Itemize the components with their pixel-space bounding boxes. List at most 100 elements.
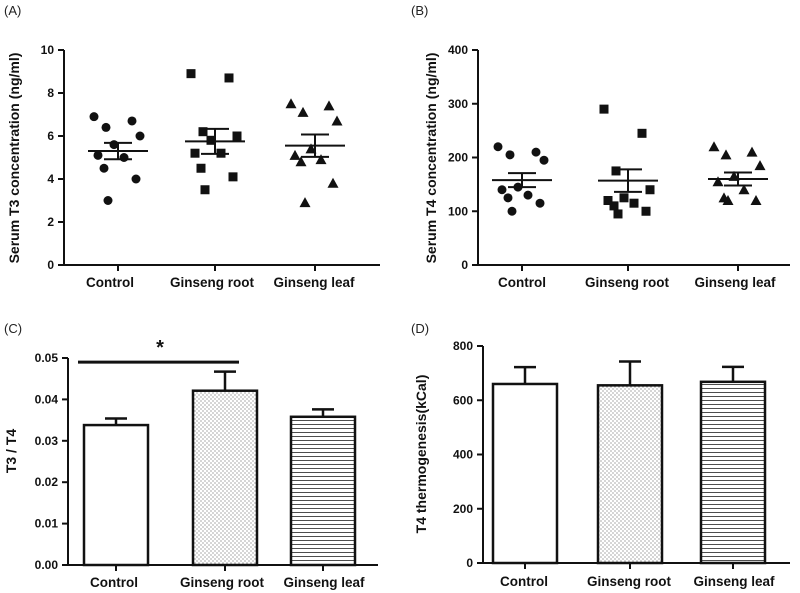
panel-b-category-label: Control bbox=[498, 275, 546, 290]
data-point-circle bbox=[539, 155, 549, 165]
panel-c-bars bbox=[82, 370, 357, 567]
panel-d-tick-label: 600 bbox=[453, 393, 473, 407]
significance-star: * bbox=[156, 337, 164, 359]
data-point-square bbox=[641, 206, 651, 216]
panel-b-y-axis-title: Serum T4 concentration (ng/ml) bbox=[423, 53, 439, 264]
data-point-triangle bbox=[720, 149, 732, 160]
panel-a-category-label: Ginseng leaf bbox=[273, 275, 355, 290]
data-point-square bbox=[613, 209, 623, 219]
panel-a-data-points bbox=[88, 69, 345, 208]
panel-d-y-axis-title: T4 thermogenesis(kCal) bbox=[413, 375, 429, 534]
panel-d-bars bbox=[491, 360, 767, 565]
data-point-triangle bbox=[285, 98, 297, 109]
data-point-circle bbox=[493, 142, 503, 152]
data-point-triangle bbox=[746, 146, 758, 157]
panel-b-data-points bbox=[492, 104, 768, 219]
panel-a-category-label: Ginseng root bbox=[170, 275, 255, 290]
data-point-square bbox=[619, 193, 629, 203]
panel-d-x-axis: Control Ginseng root Ginseng leaf bbox=[483, 562, 790, 589]
panel-c-y-axis-title: T3 / T4 bbox=[3, 429, 19, 474]
data-point-circle bbox=[503, 193, 513, 203]
data-point-triangle bbox=[327, 177, 339, 188]
panel-c-label: (C) bbox=[4, 321, 22, 336]
panel-c: (C) T3 / T4 0.00 0.01 0.02 0.03 0.04 0.0… bbox=[3, 321, 378, 590]
data-point-triangle bbox=[295, 156, 307, 167]
panel-c-tick-label: 0.02 bbox=[35, 475, 59, 489]
panel-c-tick-label: 0.00 bbox=[35, 558, 59, 572]
data-point-square bbox=[629, 198, 639, 208]
panel-d-tick-label: 200 bbox=[453, 502, 473, 516]
data-point-circle bbox=[101, 122, 111, 132]
data-point-triangle bbox=[754, 160, 766, 171]
data-point-square bbox=[190, 148, 200, 158]
panel-c-tick-label: 0.03 bbox=[35, 434, 59, 448]
panel-b-tick-label: 200 bbox=[448, 151, 468, 165]
data-point-circle bbox=[535, 198, 545, 208]
panel-c-x-axis: Control Ginseng root Ginseng leaf bbox=[68, 564, 378, 590]
panel-d-category-label: Ginseng root bbox=[587, 574, 672, 589]
panel-c-significance: * bbox=[78, 337, 239, 364]
bar-control bbox=[82, 423, 150, 567]
panel-b: (B) Serum T4 concentration (ng/ml) 0 100… bbox=[411, 3, 790, 290]
data-point-circle bbox=[531, 147, 541, 157]
bar-ginseng-leaf bbox=[289, 415, 357, 567]
data-point-circle bbox=[497, 185, 507, 195]
data-point-triangle bbox=[297, 106, 309, 117]
panel-b-y-axis: 0 100 200 300 400 bbox=[448, 43, 479, 272]
panel-a-y-ticks: 0 2 4 6 8 10 bbox=[41, 43, 64, 272]
panel-d-category-label: Control bbox=[500, 574, 548, 589]
panel-c-tick-label: 0.01 bbox=[35, 517, 59, 531]
panel-c-y-axis: 0.00 0.01 0.02 0.03 0.04 0.05 bbox=[35, 351, 69, 572]
panel-d-category-label: Ginseng leaf bbox=[693, 574, 775, 589]
data-point-square bbox=[609, 201, 619, 211]
data-point-square bbox=[200, 185, 210, 195]
panel-a-tick-label: 2 bbox=[47, 215, 54, 229]
data-point-triangle bbox=[289, 149, 301, 160]
panel-d-tick-label: 400 bbox=[453, 448, 473, 462]
panel-d-tick-label: 0 bbox=[466, 556, 473, 570]
panel-b-tick-label: 100 bbox=[448, 204, 468, 218]
data-point-triangle bbox=[305, 143, 317, 154]
data-point-triangle bbox=[750, 195, 762, 205]
data-point-square bbox=[186, 69, 196, 79]
data-point-circle bbox=[131, 174, 141, 184]
data-point-square bbox=[206, 135, 216, 145]
panel-a-label: (A) bbox=[4, 3, 21, 18]
data-point-circle bbox=[103, 196, 113, 205]
data-point-triangle bbox=[722, 195, 734, 205]
panel-a-tick-label: 0 bbox=[47, 258, 54, 272]
panel-d-tick-label: 800 bbox=[453, 339, 473, 353]
data-point-triangle bbox=[315, 154, 327, 165]
panel-a-category-label: Control bbox=[86, 275, 134, 290]
panel-b-x-axis: Control Ginseng root Ginseng leaf bbox=[478, 264, 790, 290]
panel-a-x-axis: Control Ginseng root Ginseng leaf bbox=[64, 264, 380, 290]
panel-d: (D) T4 thermogenesis(kCal) 0 200 400 600… bbox=[411, 321, 790, 589]
panel-d-label: (D) bbox=[411, 321, 429, 336]
panel-b-tick-label: 300 bbox=[448, 97, 468, 111]
data-point-square bbox=[599, 104, 609, 114]
panel-b-label: (B) bbox=[411, 3, 428, 18]
bar-ginseng-root bbox=[191, 389, 259, 567]
panel-c-tick-label: 0.05 bbox=[35, 351, 59, 365]
data-point-circle bbox=[93, 150, 103, 160]
panel-b-tick-label: 0 bbox=[461, 258, 468, 272]
panel-c-tick-label: 0.04 bbox=[35, 392, 59, 406]
data-point-triangle bbox=[331, 115, 343, 126]
panel-a-tick-label: 8 bbox=[47, 86, 54, 100]
data-point-circle bbox=[89, 112, 99, 122]
data-point-circle bbox=[99, 163, 109, 173]
panel-c-category-label: Ginseng leaf bbox=[283, 575, 365, 590]
bar-ginseng-root bbox=[596, 384, 664, 565]
panel-b-category-label: Ginseng leaf bbox=[694, 275, 776, 290]
data-point-circle bbox=[505, 150, 515, 160]
panel-c-category-label: Control bbox=[90, 575, 138, 590]
data-point-circle bbox=[523, 190, 533, 200]
data-point-circle bbox=[119, 153, 129, 162]
bar-ginseng-leaf bbox=[699, 380, 767, 565]
panel-b-tick-label: 400 bbox=[448, 43, 468, 57]
panel-a-tick-label: 6 bbox=[47, 129, 54, 143]
data-point-circle bbox=[135, 131, 145, 141]
data-point-triangle bbox=[738, 184, 750, 195]
panel-a-tick-label: 4 bbox=[47, 172, 54, 186]
